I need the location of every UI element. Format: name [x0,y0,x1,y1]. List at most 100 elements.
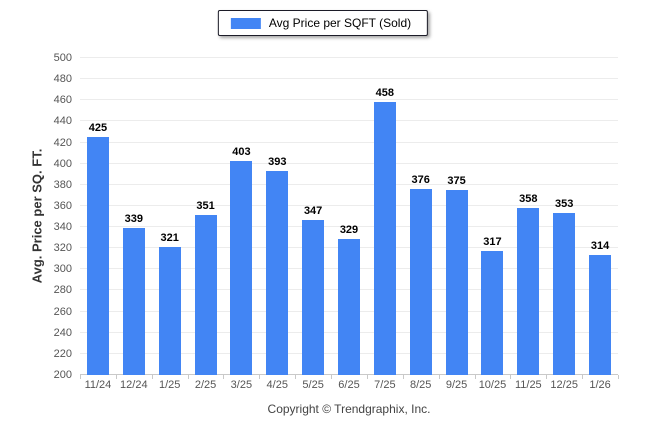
bar-group: 317 [474,236,510,375]
bar-group: 351 [188,200,224,375]
x-tick-label: 4/25 [266,379,288,391]
bar [481,251,504,375]
x-tick-label: 2/25 [194,379,217,391]
bar [194,215,217,375]
y-tick-label: 260 [53,305,72,318]
y-tick-label: 420 [53,136,72,149]
x-tick-label: 1/26 [589,379,611,391]
bar-value-label: 321 [160,232,179,245]
gridline [80,183,618,185]
gridline [80,57,618,58]
plot-area: 425 339 321 351 403 393 347 329 458 376 375 317 358 3… [80,57,619,379]
bar [517,208,540,375]
bar-group: 393 [259,156,295,375]
bar [553,213,576,375]
bar [122,228,145,375]
bar-group: 358 [510,193,546,375]
y-axis-labels: 200 220 240 260 280 300 320 340 360 380 400 420 440 4… [0,52,72,381]
y-tick-label: 500 [53,52,72,64]
x-tick-label: 1/25 [158,379,181,391]
x-axis-tick [115,375,117,379]
y-tick-label: 360 [53,199,72,212]
gridline [80,120,618,122]
bar [409,189,432,375]
x-axis-tick [510,375,512,379]
bar-group: 314 [582,240,618,375]
y-tick-label: 460 [53,94,72,107]
bar-value-label: 358 [519,193,538,206]
x-tick-label: 7/25 [374,379,396,391]
y-tick-label: 400 [53,157,72,170]
bar-group: 376 [403,174,439,375]
bar-group: 321 [152,232,188,375]
bar-group: 375 [439,175,475,375]
x-axis-tick [438,375,440,379]
gridline [80,141,618,143]
bar-value-label: 314 [590,239,610,252]
bar [589,254,612,375]
bar-value-label: 351 [196,200,215,213]
x-axis-tick [295,375,297,379]
bar-value-label: 393 [268,156,287,169]
x-axis-tick [402,375,404,379]
legend-swatch-icon [230,17,261,29]
bar [445,190,468,375]
y-tick-label: 480 [53,73,72,86]
x-tick-label: 6/25 [338,379,360,391]
x-tick-label: 3/25 [230,379,253,391]
bar [86,137,109,375]
x-axis-labels: 11/24 12/24 1/25 2/25 3/25 4/25 5/25 6/25 7/25 8/… [80,379,618,393]
x-axis-tick [80,375,81,379]
bar-group: 425 [80,122,116,375]
bar-group: 458 [367,87,403,375]
x-tick-label: 12/25 [550,379,578,391]
x-tick-label: 11/24 [84,379,112,391]
x-tick-label: 12/24 [120,379,148,391]
y-tick-label: 440 [53,115,72,128]
x-axis-tick [223,375,225,379]
bar-value-label: 376 [411,174,430,187]
x-tick-label: 8/25 [410,379,432,391]
x-tick-label: 5/25 [302,379,324,391]
x-axis-tick [187,375,189,379]
gridline [80,204,618,206]
y-tick-label: 320 [53,242,72,255]
bar-value-label: 425 [88,122,108,135]
bar-value-label: 339 [124,213,143,226]
gridline [80,162,618,164]
bar-group: 339 [116,213,152,375]
x-axis-tick [582,375,584,379]
x-tick-label: 10/25 [478,379,507,391]
gridline [80,78,618,80]
x-axis-tick [151,375,153,379]
legend-label: Avg Price per SQFT (Sold) [268,16,412,30]
x-axis-tick [259,375,261,379]
bar-value-label: 353 [555,198,574,211]
bar-value-label: 375 [447,175,466,188]
bar [302,219,325,375]
bar [373,102,396,375]
x-tick-label: 9/25 [445,379,468,391]
x-tick-label: 11/25 [514,379,542,391]
x-axis-tick [546,375,548,379]
bar-group: 403 [223,145,259,375]
y-tick-label: 380 [53,178,72,191]
y-tick-label: 220 [53,347,72,360]
copyright-footer: Copyright © Trendgraphix, Inc. [267,402,431,416]
bar-group: 353 [546,198,582,375]
bar [158,247,181,375]
y-tick-label: 340 [53,221,72,234]
bar-group: 329 [331,224,367,375]
bar-value-label: 403 [232,145,251,158]
x-axis-tick [474,375,476,379]
y-tick-label: 280 [53,284,72,297]
x-axis-tick [366,375,368,379]
y-tick-label: 200 [53,369,72,381]
x-axis-tick [331,375,333,379]
bar-value-label: 347 [303,204,323,217]
y-tick-label: 300 [53,263,72,276]
x-axis-tick [618,375,619,379]
bar [266,171,289,375]
bar-value-label: 458 [375,87,395,100]
gridline [80,99,618,101]
